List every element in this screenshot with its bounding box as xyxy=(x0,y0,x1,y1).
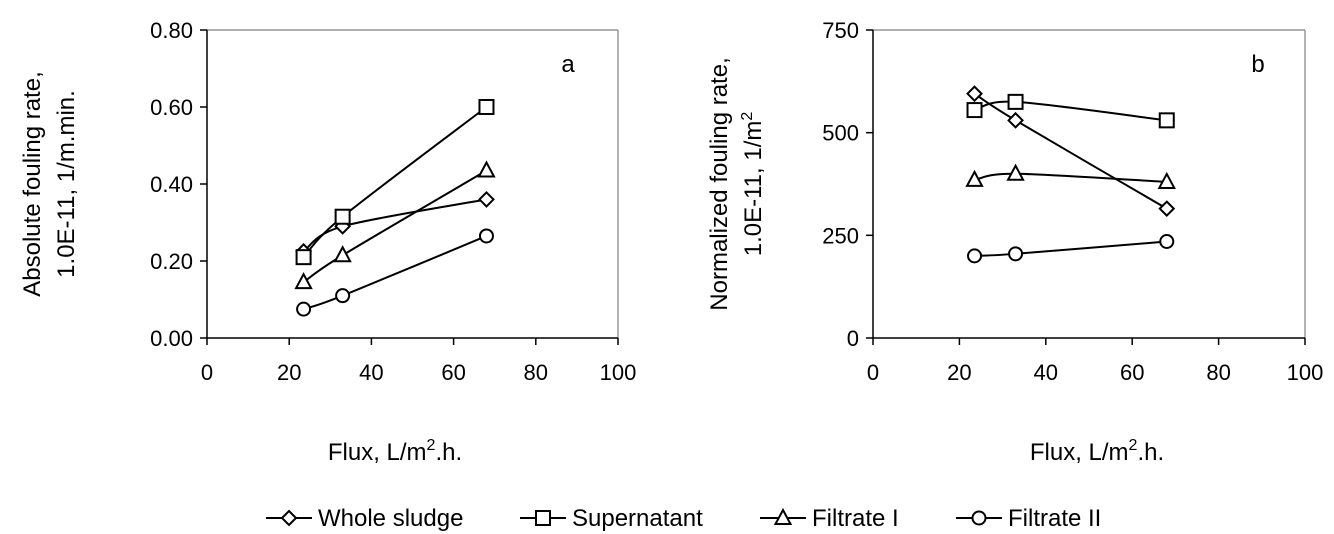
panel-a-x-axis-title: Flux, L/m2.h. xyxy=(328,437,462,466)
panel-b-x-title-main: Flux, L/m xyxy=(1030,439,1129,466)
panel-a-series-line xyxy=(302,198,487,253)
panel-b-y-tick-label: 500 xyxy=(822,121,859,146)
panel-b-series-line xyxy=(974,100,1167,122)
panel-a-y-tick-label: 0.80 xyxy=(150,18,193,43)
panel-a-data-point xyxy=(477,160,496,178)
panel-b-x-tick-label: 40 xyxy=(1034,360,1058,385)
panel-a-x-tick-label: 60 xyxy=(441,360,465,385)
panel-b-x-tick-label: 0 xyxy=(867,360,879,385)
panel-a-x-title-main: Flux, L/m xyxy=(328,439,427,466)
panel-a-data-point xyxy=(478,190,495,208)
panel-b-y-axis-title: Normalized fouling rate, 1.0E-11, 1/m2 xyxy=(706,57,767,310)
panel-b-label: b xyxy=(1251,51,1264,78)
panel-a-series-square xyxy=(295,99,495,266)
panel-a-series-line xyxy=(302,106,488,258)
panel-b-series-line xyxy=(974,172,1167,183)
legend-label: Whole sludge xyxy=(318,505,463,532)
panel-a-y-axis-title: Absolute fouling rate, 1.0E-11, 1/m.min. xyxy=(19,71,80,296)
panel-b-data-point xyxy=(965,169,984,187)
panel-a-series-diamond xyxy=(295,190,495,260)
legend-item-square: Supernatant xyxy=(520,505,703,532)
panel-a-data-point xyxy=(333,245,352,263)
panel-a-series-line xyxy=(303,169,487,283)
panel-a-data-point xyxy=(294,272,313,290)
panel-b-y-tick-label: 750 xyxy=(822,18,859,43)
panel-a-data-point xyxy=(334,208,351,225)
panel-b-data-point xyxy=(966,85,983,103)
panel-b-x-tick-label: 100 xyxy=(1287,360,1324,385)
legend: Whole sludge Supernatant Filtrate I Filtrat… xyxy=(266,505,1101,532)
legend-item-circle: Filtrate II xyxy=(956,505,1101,532)
panel-b-data-point xyxy=(1007,111,1024,129)
panel-b-series-circle xyxy=(967,233,1175,264)
legend-marker xyxy=(535,510,551,526)
panel-a-x-tick-label: 80 xyxy=(524,360,548,385)
panel-a-y-tick-label: 0.00 xyxy=(150,326,193,351)
panel-b-x-title-tail: .h. xyxy=(1137,439,1164,466)
panel-a-series-triangle xyxy=(294,160,496,290)
panel-a-series-circle xyxy=(296,228,494,317)
panel-b-x-title-sup: 2 xyxy=(1129,437,1138,454)
legend-item-diamond: Whole sludge xyxy=(266,505,463,532)
panel-b-y-title-line1: Normalized fouling rate, xyxy=(706,57,733,310)
panel-a-label: a xyxy=(561,51,575,78)
panel-b-x-tick-label: 20 xyxy=(947,360,971,385)
panel-a-x-title-sup: 2 xyxy=(427,437,436,454)
panel-b-x-axis-title: Flux, L/m2.h. xyxy=(1030,437,1164,466)
legend-label: Supernatant xyxy=(572,505,703,532)
legend-marker xyxy=(773,507,793,525)
panel-a-series-line xyxy=(303,235,487,311)
panel-a-y-tick-label: 0.60 xyxy=(150,95,193,120)
panel-b-data-point xyxy=(1006,163,1025,181)
legend-label: Filtrate II xyxy=(1008,505,1101,532)
panel-b-data-point xyxy=(1007,93,1024,110)
legend-label: Filtrate I xyxy=(812,505,899,532)
panel-b-data-point xyxy=(1158,200,1176,218)
legend-item-triangle: Filtrate I xyxy=(760,505,899,532)
panel-b-y-title-sup: 2 xyxy=(739,112,756,121)
panel-b-y-tick-label: 0 xyxy=(847,326,859,351)
panel-b-chart: 0 20 40 60 80 100 0 250 500 750 Normalized fouling… xyxy=(706,18,1323,466)
panel-b-x-tick-label: 60 xyxy=(1120,360,1144,385)
panel-b-data-point xyxy=(1159,233,1175,249)
panel-a-y-title-line1: Absolute fouling rate, xyxy=(19,71,46,296)
panel-a-y-title-line2: 1.0E-11, 1/m.min. xyxy=(53,90,80,278)
panel-b-series-square xyxy=(966,93,1175,129)
panel-b-data-point xyxy=(966,102,983,119)
panel-b-series-diamond xyxy=(966,85,1176,218)
panel-b-y-tick-label: 250 xyxy=(822,223,859,248)
panel-a-x-tick-label: 0 xyxy=(201,360,213,385)
panel-b-series-triangle xyxy=(965,163,1176,189)
panel-b-data-point xyxy=(1158,112,1175,129)
panel-a-x-tick-label: 40 xyxy=(359,360,383,385)
panel-a-chart: 0 20 40 60 80 100 0.00 0.20 0.40 0.60 0.80 Absolute… xyxy=(19,18,636,466)
panel-a-data-point xyxy=(295,249,312,266)
panel-a-data-point xyxy=(478,228,494,244)
panel-a-y-tick-label: 0.20 xyxy=(150,249,193,274)
panel-b-series-line xyxy=(973,92,1168,210)
panel-a-data-point xyxy=(335,288,351,304)
panel-a-x-tick-label: 100 xyxy=(600,360,637,385)
panel-a-x-tick-label: 20 xyxy=(277,360,301,385)
panel-b-y-title-line2: 1.0E-11, 1/m xyxy=(740,121,767,257)
panel-a-y-tick-label: 0.40 xyxy=(150,172,193,197)
legend-marker xyxy=(280,509,298,527)
panel-b-series-line xyxy=(974,240,1167,257)
panel-a-x-title-tail: .h. xyxy=(435,439,462,466)
panel-a-data-point xyxy=(478,99,495,115)
panel-b-data-point xyxy=(967,248,983,264)
legend-marker xyxy=(971,510,987,526)
panel-b-data-point xyxy=(1008,246,1024,262)
panel-b-x-tick-label: 80 xyxy=(1206,360,1230,385)
panel-a-data-point xyxy=(296,301,312,317)
panel-b-data-point xyxy=(1157,171,1176,189)
